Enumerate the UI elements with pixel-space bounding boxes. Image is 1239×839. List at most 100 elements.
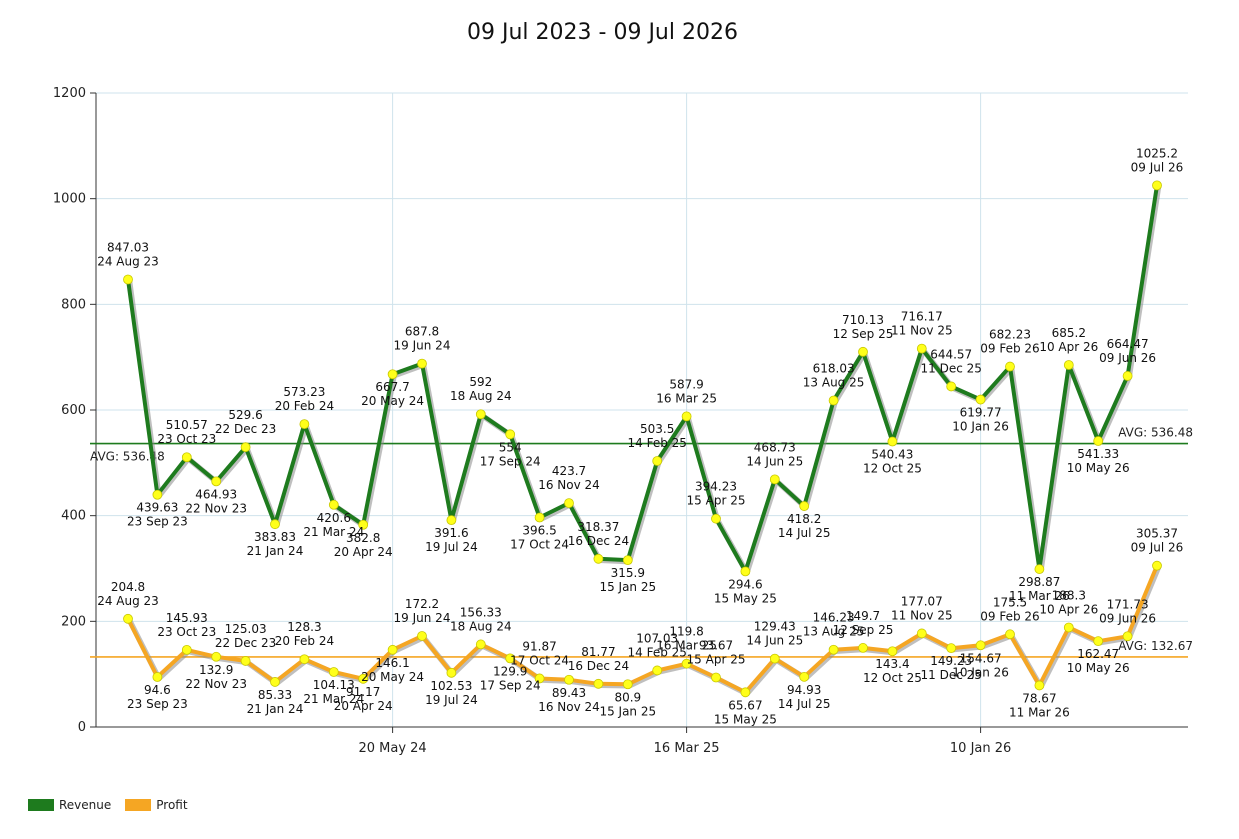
- data-point: [328, 667, 339, 677]
- data-label-date: 21 Mar 24: [303, 692, 364, 706]
- data-point: [417, 358, 427, 369]
- data-label-date: 17 Oct 24: [510, 653, 569, 667]
- data-point: [593, 553, 604, 564]
- data-label-date: 24 Aug 23: [97, 254, 159, 268]
- data-label-date: 12 Sep 25: [833, 327, 894, 341]
- data-point: [1034, 680, 1045, 691]
- data-label-value: 529.6: [228, 408, 262, 422]
- data-point: [387, 644, 398, 655]
- data-label-date: 19 Jun 24: [394, 611, 451, 625]
- y-tick-label: 600: [61, 403, 86, 418]
- y-tick-label: 400: [61, 509, 86, 524]
- legend-swatch-revenue: [28, 799, 54, 811]
- data-label-value: 107.03: [636, 631, 678, 645]
- y-tick-label: 800: [61, 297, 86, 312]
- data-label-value: 618.03: [813, 361, 855, 375]
- data-label-date: 13 Aug 25: [803, 625, 865, 639]
- data-label-date: 10 Apr 26: [1039, 340, 1098, 354]
- data-label-date: 22 Dec 23: [215, 422, 276, 436]
- data-label-value: 687.8: [405, 325, 439, 339]
- data-label-value: 541.33: [1077, 447, 1119, 461]
- data-point: [769, 653, 780, 664]
- data-label-value: 667.7: [375, 380, 409, 394]
- data-label-value: 464.93: [195, 487, 237, 501]
- data-point: [799, 671, 810, 682]
- data-point: [181, 452, 192, 463]
- data-point: [858, 643, 868, 653]
- data-point: [299, 419, 310, 430]
- data-label-date: 17 Oct 24: [510, 538, 569, 552]
- data-label-value: 102.53: [430, 679, 472, 693]
- data-label-date: 09 Jun 26: [1099, 611, 1156, 625]
- data-point: [622, 679, 633, 690]
- data-point: [358, 673, 369, 684]
- data-label-value: 468.73: [754, 440, 796, 454]
- data-label-value: 716.17: [901, 310, 943, 324]
- data-point: [1005, 629, 1015, 640]
- data-label-value: 145.93: [166, 611, 208, 625]
- data-label-value: 91.87: [522, 639, 556, 653]
- data-label-value: 125.03: [225, 622, 267, 636]
- data-label-value: 129.43: [754, 620, 796, 634]
- data-label-value: 682.23: [989, 328, 1031, 342]
- data-label-value: 146.1: [375, 656, 409, 670]
- y-tick-label: 1000: [53, 192, 86, 207]
- data-point: [681, 658, 692, 669]
- data-label-value: 78.67: [1022, 691, 1056, 705]
- data-label-date: 15 Apr 25: [687, 653, 746, 667]
- data-label-value: 396.5: [522, 524, 556, 538]
- data-label-value: 318.37: [577, 520, 619, 534]
- data-label-value: 503.5: [640, 422, 674, 436]
- data-label-date: 13 Aug 25: [803, 375, 865, 389]
- data-label-date: 23 Sep 23: [127, 697, 188, 711]
- data-label-date: 21 Jan 24: [247, 702, 304, 716]
- data-label-value: 305.37: [1136, 527, 1178, 541]
- data-point: [1152, 560, 1162, 571]
- data-label-date: 15 May 25: [714, 591, 777, 605]
- data-label-value: 418.2: [787, 512, 821, 526]
- data-point: [123, 274, 133, 285]
- data-label-value: 85.33: [258, 688, 292, 702]
- data-label-value: 382.8: [346, 531, 380, 545]
- data-label-value: 710.13: [842, 313, 884, 327]
- data-point: [534, 673, 545, 684]
- data-label-date: 22 Dec 23: [215, 636, 276, 650]
- legend-item-profit[interactable]: Profit: [125, 798, 188, 812]
- data-label-date: 19 Jul 24: [425, 540, 478, 554]
- data-point: [152, 672, 163, 682]
- data-label-date: 11 Mar 26: [1009, 705, 1070, 719]
- data-label-value: 847.03: [107, 240, 149, 254]
- data-point: [1063, 622, 1074, 633]
- data-label-value: 298.87: [1018, 575, 1060, 589]
- series-shadow-revenue: [126, 186, 1162, 576]
- data-label-value: 128.3: [287, 620, 321, 634]
- data-point: [593, 678, 604, 689]
- data-label-date: 11 Dec 25: [921, 361, 982, 375]
- data-label-date: 16 Dec 24: [568, 534, 629, 548]
- data-label-value: 154.67: [960, 651, 1002, 665]
- data-label-date: 15 Jan 25: [599, 580, 656, 594]
- data-label-date: 20 May 24: [361, 394, 424, 408]
- data-label-date: 09 Jul 26: [1131, 541, 1184, 555]
- data-point: [505, 653, 516, 664]
- data-label-value: 65.67: [728, 698, 762, 712]
- average-label-revenue: AVG: 536.48: [1118, 426, 1193, 440]
- data-label-value: 383.83: [254, 530, 296, 544]
- data-label-value: 149.7: [846, 609, 880, 623]
- data-label-value: 587.9: [669, 377, 703, 391]
- data-point: [887, 646, 898, 657]
- data-label-date: 16 Nov 24: [538, 478, 600, 492]
- data-point: [123, 613, 133, 624]
- y-tick-label: 1200: [53, 86, 86, 101]
- data-label-date: 23 Oct 23: [157, 432, 216, 446]
- data-label-date: 14 Jul 25: [778, 697, 831, 711]
- data-label-value: 143.4: [875, 657, 909, 671]
- data-label-date: 20 Feb 24: [275, 399, 334, 413]
- data-point: [858, 346, 868, 357]
- legend-item-revenue[interactable]: Revenue: [28, 798, 111, 812]
- data-label-date: 23 Oct 23: [157, 625, 216, 639]
- data-point: [1005, 361, 1015, 372]
